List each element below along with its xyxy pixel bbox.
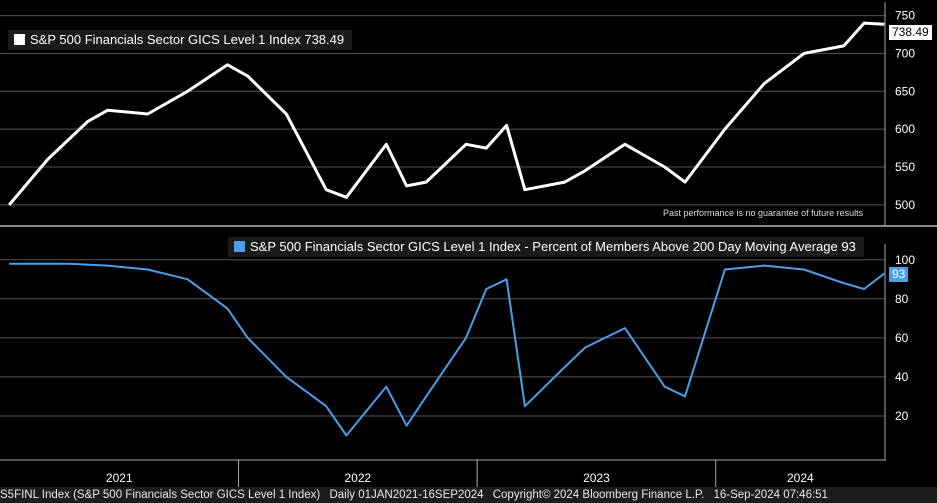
top-chart-title: S&P 500 Financials Sector GICS Level 1 I…	[30, 32, 345, 47]
footer-bar: S5FINL Index (S&P 500 Financials Sector …	[0, 487, 937, 503]
bottom-y-tick-label: 20	[895, 409, 909, 423]
top-series-line	[8, 21, 885, 206]
x-tick-label: 2022	[345, 471, 372, 485]
bottom-chart-title: S&P 500 Financials Sector GICS Level 1 I…	[250, 239, 856, 254]
past-performance-note: Past performance is no guarantee of futu…	[663, 208, 864, 218]
x-tick-label: 2021	[106, 471, 133, 485]
bottom-y-tick-label: 40	[895, 370, 909, 384]
x-tick-label: 2023	[583, 471, 610, 485]
top-legend-swatch	[14, 34, 25, 45]
top-y-tick-label: 750	[895, 9, 915, 23]
top-last-value-tag: 738.49	[889, 25, 932, 40]
top-y-tick-label: 600	[895, 122, 915, 136]
x-tick-label: 2024	[787, 471, 814, 485]
bottom-chart-legend: S&P 500 Financials Sector GICS Level 1 I…	[228, 237, 864, 257]
top-chart-legend: S&P 500 Financials Sector GICS Level 1 I…	[8, 30, 353, 50]
bottom-series-line	[9, 262, 885, 437]
top-y-tick-label: 700	[895, 46, 915, 60]
bottom-y-tick-label: 60	[895, 331, 909, 345]
bottom-legend-swatch	[234, 241, 245, 252]
bottom-y-tick-label: 100	[895, 253, 915, 267]
bottom-last-value-tag: 93	[889, 267, 909, 282]
top-y-tick-label: 650	[895, 84, 915, 98]
footer-timestamp: 16-Sep-2024 07:46:51	[713, 489, 828, 501]
top-y-tick-label: 550	[895, 160, 915, 174]
footer-range: Daily 01JAN2021-16SEP2024	[329, 489, 484, 501]
top-y-tick-label: 500	[895, 198, 915, 212]
footer-ticker: S5FINL Index (S&P 500 Financials Sector …	[0, 489, 321, 501]
footer-copyright: Copyright© 2024 Bloomberg Finance L.P.	[492, 489, 705, 501]
bottom-y-tick-label: 80	[895, 292, 909, 306]
